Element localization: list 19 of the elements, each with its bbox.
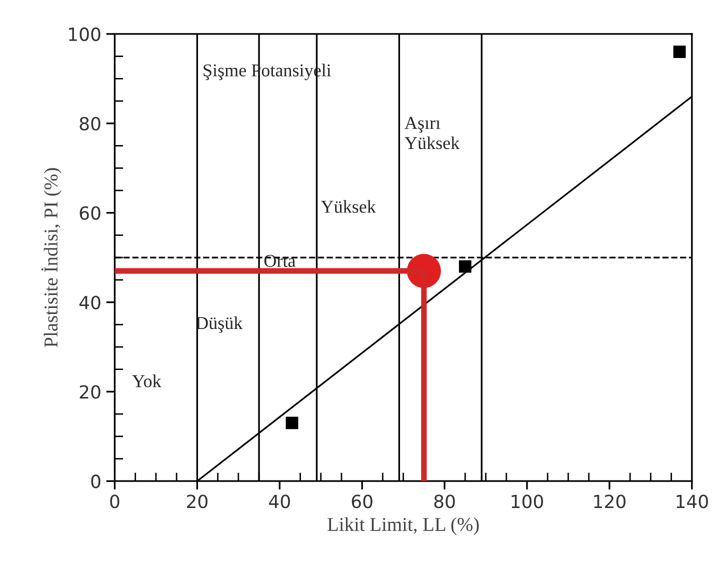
annotation: Yok xyxy=(132,374,162,388)
x-tick-label: 0 xyxy=(110,494,120,508)
x-axis-title: Likit Limit, LL (%) xyxy=(328,517,479,535)
x-tick-label: 20 xyxy=(187,494,208,508)
y-tick-label: 100 xyxy=(69,27,100,42)
y-tick-label: 60 xyxy=(80,206,100,220)
annotation: Aşırı Yüksek xyxy=(404,116,460,150)
y-axis-title: Plastisite İndisi, PI (%) xyxy=(41,168,62,348)
annotation: Yüksek xyxy=(320,200,376,213)
y-tick-label: 20 xyxy=(80,385,100,399)
x-tick-label: 120 xyxy=(594,494,626,508)
x-tick-label: 80 xyxy=(434,494,455,508)
x-tick-label: 40 xyxy=(269,494,290,508)
x-tick-label: 60 xyxy=(352,494,372,508)
y-tick-label: 0 xyxy=(91,474,100,488)
x-tick-label: 140 xyxy=(676,494,708,508)
y-tick-label: 80 xyxy=(80,116,100,131)
y-tick-label: 40 xyxy=(79,296,100,310)
x-tick-label: 100 xyxy=(512,494,544,508)
